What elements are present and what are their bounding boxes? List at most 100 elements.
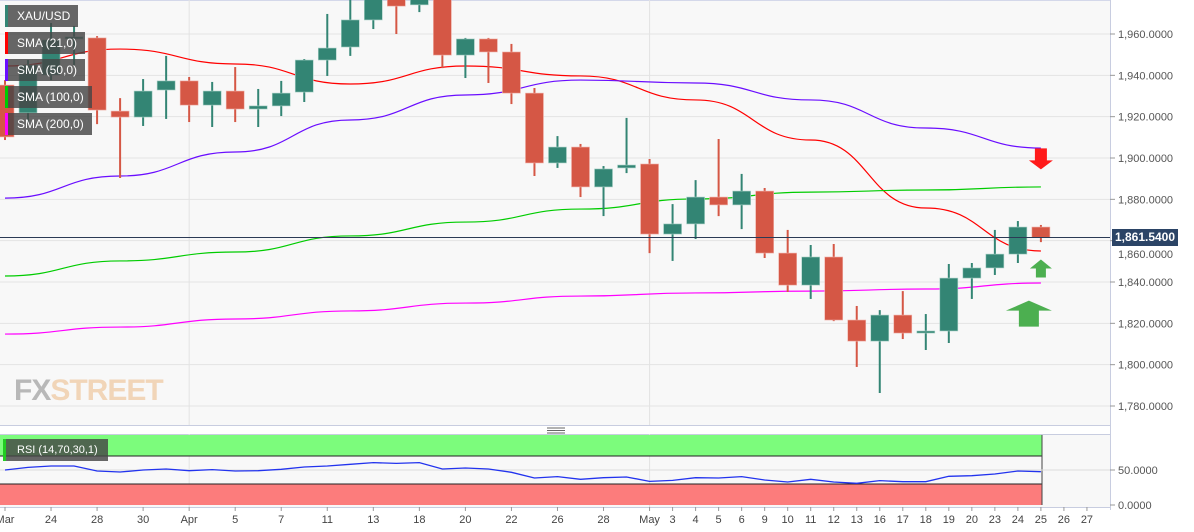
x-tick-label: 27 [1081,514,1093,526]
x-tick-label: 13 [851,514,863,526]
x-tick-label: 18 [413,514,425,526]
legend-label: SMA (200,0) [17,117,84,131]
candle-body [502,51,521,94]
candle-body [686,196,705,225]
legend-label: SMA (100,0) [17,90,84,104]
candle-body [456,38,475,56]
candle-body [202,90,222,106]
candle-body [110,110,130,118]
candle-body [225,90,245,110]
x-tick-label: 5 [232,514,238,526]
pane-resize-handle[interactable] [547,427,565,434]
legend-symbol-label: XAU/USD [17,9,71,23]
x-tick-label: 9 [762,514,768,526]
y-tick-label: 1,940.0000 [1118,70,1173,82]
sma-100-line [4,186,1041,277]
candle [525,87,544,176]
x-tick-label: 23 [989,514,1001,526]
legend-rsi[interactable]: RSI (14,70,30,1) [3,439,108,461]
rsi-y-tick-label: 50.0000 [1118,465,1158,477]
candle [663,204,682,261]
x-tick-label: 16 [874,514,886,526]
candle-body [525,92,544,164]
candle [962,262,982,299]
candle [1008,221,1028,263]
y-tick-label: 1,960.0000 [1118,29,1173,41]
candle [225,67,245,123]
candle-body [410,0,429,6]
arrow-up-large-icon [1005,300,1052,327]
candle-body [364,0,383,21]
candle-body [916,330,936,334]
x-tick-label: 11 [805,514,816,526]
candle [571,143,590,198]
candle [847,305,867,367]
candle [179,76,199,123]
candle [294,59,314,102]
candle-body [870,314,890,342]
legend-label: SMA (21,0) [17,36,78,50]
candle-body [133,90,153,118]
candle-body [87,37,107,111]
legend-symbol[interactable]: XAU/USD [5,5,79,27]
x-tick-label: 22 [505,514,517,526]
x-tick-label: 4 [693,514,699,526]
candle-body [271,92,291,107]
legend-sma-21[interactable]: SMA (21,0) [5,32,86,54]
x-tick-label: 28 [91,514,103,526]
x-tick-label: 19 [943,514,955,526]
rsi-line [4,461,1041,484]
legend-sma-200[interactable]: SMA (200,0) [5,113,92,135]
candle [755,187,774,259]
y-tick-label: 1,780.0000 [1118,401,1173,413]
x-tick-label: 17 [897,514,909,526]
y-tick-label: 1,900.0000 [1118,153,1173,165]
candle [640,159,659,254]
last-price-tag: 1,861.5400 [1112,228,1178,246]
candle-body [156,80,176,91]
candles [0,0,1051,393]
rsi-overbought-zone [0,435,1042,456]
x-tick-label: 20 [966,514,978,526]
candle [202,81,222,128]
candle-body [617,164,636,169]
watermark-fx: FX [14,374,51,407]
candle [709,138,728,217]
candle [939,264,959,343]
x-tick-label: 24 [1012,514,1024,526]
candle-body [640,163,659,235]
main-plot-area [0,0,1110,425]
y-tick-label: 1,860.0000 [1118,249,1173,261]
candle [87,36,107,125]
candle-body [732,190,751,206]
sma-21-line [4,48,1041,252]
legend-sma-100[interactable]: SMA (100,0) [5,86,92,108]
candle [502,43,521,105]
candle [456,37,475,79]
candle-body [387,0,406,7]
y-tick-label: 1,820.0000 [1118,318,1173,330]
candle [248,88,268,128]
candle-body [939,277,959,332]
rsi-y-tick-label: 0.0000 [1118,500,1152,512]
candle [271,80,291,117]
x-tick-label: 26 [551,514,563,526]
legend-label: RSI (14,70,30,1) [17,444,98,456]
x-tick-label: Mar [0,514,15,526]
candle-body [847,319,867,342]
candle-body [755,190,774,254]
x-tick-label: 20 [459,514,471,526]
candle [364,0,383,30]
legend-sma-50[interactable]: SMA (50,0) [5,59,86,81]
candle-body [548,146,567,164]
x-tick-label: 7 [278,514,284,526]
candle [387,0,406,34]
x-tick-label: 13 [367,514,379,526]
candle [479,37,498,83]
x-tick-label: 3 [670,514,676,526]
candle-body [663,223,682,235]
candle-body [179,80,199,106]
sma-200-line [4,282,1041,335]
x-tick-label: 10 [782,514,794,526]
